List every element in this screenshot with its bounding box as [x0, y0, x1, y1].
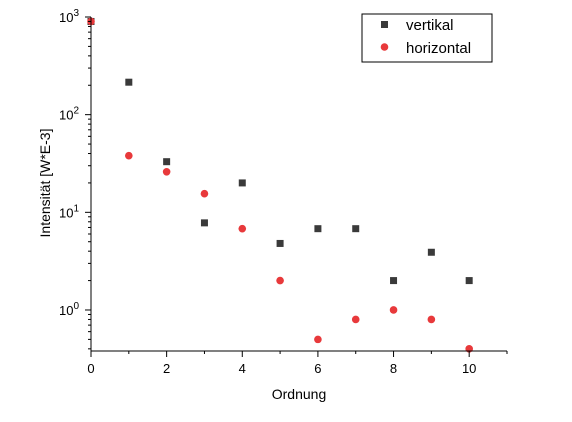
data-point-horizontal — [427, 315, 436, 324]
legend-marker-vertikal — [381, 21, 388, 28]
x-tick-label: 8 — [390, 361, 397, 376]
legend-label-vertikal: vertikal — [406, 17, 454, 34]
data-point-horizontal — [125, 151, 133, 160]
data-point-vertikal — [238, 179, 246, 187]
y-tick-label: 101 — [59, 203, 79, 220]
plot-area — [87, 17, 473, 353]
x-tick-label: 2 — [163, 361, 170, 376]
data-point-horizontal — [314, 335, 322, 344]
y-tick-label: 100 — [59, 301, 79, 318]
data-point-vertikal — [390, 277, 398, 285]
data-point-horizontal — [389, 306, 398, 314]
data-point-vertikal — [352, 225, 360, 233]
data-point-horizontal — [200, 189, 209, 198]
data-point-vertikal — [427, 248, 435, 256]
axes: 0 2 4 6 8 10 100 101 102 103 — [59, 8, 508, 376]
data-point-vertikal — [125, 78, 133, 86]
x-tick-label: 0 — [87, 361, 94, 376]
data-point-horizontal — [162, 167, 171, 176]
data-point-horizontal — [276, 276, 284, 285]
legend: vertikal horizontal — [361, 13, 493, 63]
data-point-horizontal — [351, 315, 360, 324]
data-point-vertikal — [465, 277, 473, 285]
legend-marker-horizontal — [380, 43, 389, 51]
x-axis-title: Ordnung — [272, 386, 326, 402]
data-point-horizontal — [238, 224, 247, 233]
y-axis-title: Intensität [W*E-3] — [37, 129, 53, 238]
data-point-vertikal — [200, 219, 208, 227]
data-point-vertikal — [314, 225, 322, 233]
y-tick-label: 103 — [59, 8, 79, 25]
x-tick-label: 4 — [239, 361, 246, 376]
data-point-vertikal — [163, 158, 171, 166]
x-tick-label: 10 — [462, 361, 476, 376]
data-point-vertikal — [276, 239, 284, 247]
x-tick-label: 6 — [314, 361, 321, 376]
y-tick-label: 102 — [59, 106, 79, 123]
legend-label-horizontal: horizontal — [406, 40, 471, 57]
